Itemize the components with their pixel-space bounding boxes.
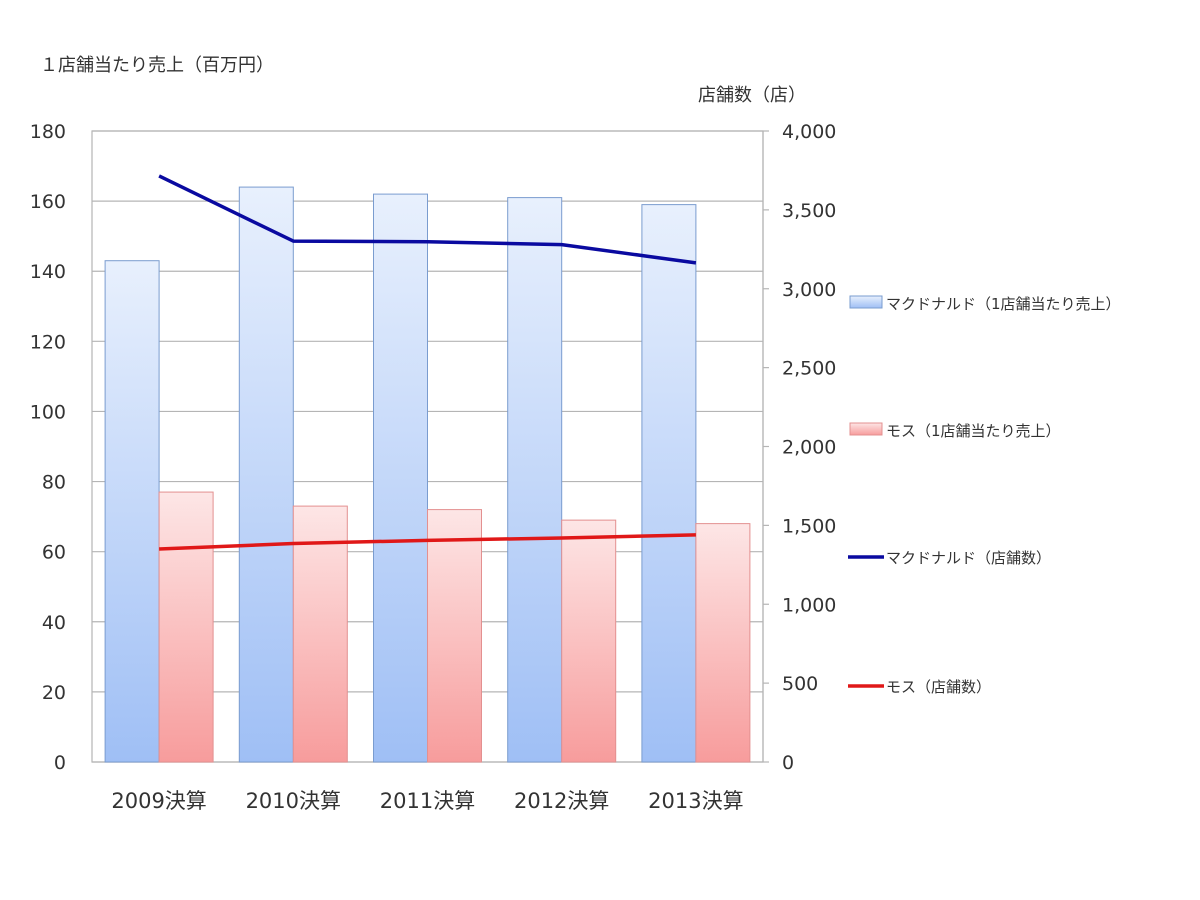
right-tick-label: 4,000 [782, 121, 836, 143]
left-tick-label: 60 [42, 542, 66, 564]
bar-mcd-2 [373, 193, 428, 763]
left-tick-label: 0 [54, 752, 66, 774]
bar-mos-3 [561, 519, 617, 763]
bars [104, 186, 751, 763]
category-label: 2009決算 [111, 789, 206, 813]
right-tick-label: 1,500 [782, 515, 836, 537]
left-tick-label: 140 [30, 261, 66, 283]
bar-mcd-1 [238, 186, 294, 763]
legend-label-3: モス（店舗数） [886, 678, 991, 696]
legend-label-1: モス（1店舗当たり売上） [886, 422, 1061, 440]
line-mcd-stores [158, 174, 697, 265]
bar-mcd-3 [507, 197, 563, 763]
right-tick-label: 2,000 [782, 437, 836, 459]
left-tick-label: 20 [42, 682, 66, 704]
right-axis-title: 店舗数（店） [698, 85, 806, 106]
category-label: 2012決算 [514, 789, 609, 813]
legend-swatch-0 [849, 295, 883, 309]
left-tick-label: 180 [30, 121, 66, 143]
left-tick-label: 160 [30, 191, 66, 213]
line-mos-stores [159, 533, 696, 551]
right-tick-label: 0 [782, 752, 794, 774]
legend-label-2: マクドナルド（店舗数） [886, 549, 1051, 567]
lines [158, 174, 697, 551]
axes: 0 20 40 60 80 100 120 140 160 180 0 500 1,000 1,500 2,… [30, 121, 837, 813]
right-tick-label: 3,000 [782, 279, 836, 301]
category-label: 2011決算 [380, 789, 475, 813]
right-tick-label: 500 [782, 673, 818, 695]
bar-mos-2 [427, 509, 482, 763]
legend-swatch-1 [849, 422, 883, 436]
right-tick-label: 1,000 [782, 594, 836, 616]
left-tick-label: 80 [42, 472, 66, 494]
bar-mos-0 [158, 491, 214, 763]
bar-mos-1 [292, 505, 348, 763]
right-tick-label: 2,500 [782, 358, 836, 380]
legend: マクドナルド（1店舗当たり売上） モス（1店舗当たり売上） マクドナルド（店舗数） モ… [848, 295, 1121, 696]
bar-mos-4 [695, 523, 751, 763]
left-tick-label: 120 [30, 331, 66, 353]
legend-label-0: マクドナルド（1店舗当たり売上） [886, 295, 1121, 313]
bar-mcd-0 [104, 260, 160, 763]
bar-mcd-4 [641, 204, 697, 763]
category-label: 2013決算 [648, 789, 743, 813]
right-tick-label: 3,500 [782, 200, 836, 222]
left-tick-label: 40 [42, 612, 66, 634]
category-label: 2010決算 [246, 789, 341, 813]
left-tick-label: 100 [30, 401, 66, 423]
left-axis-title: １店舗当たり売上（百万円） [40, 55, 274, 76]
